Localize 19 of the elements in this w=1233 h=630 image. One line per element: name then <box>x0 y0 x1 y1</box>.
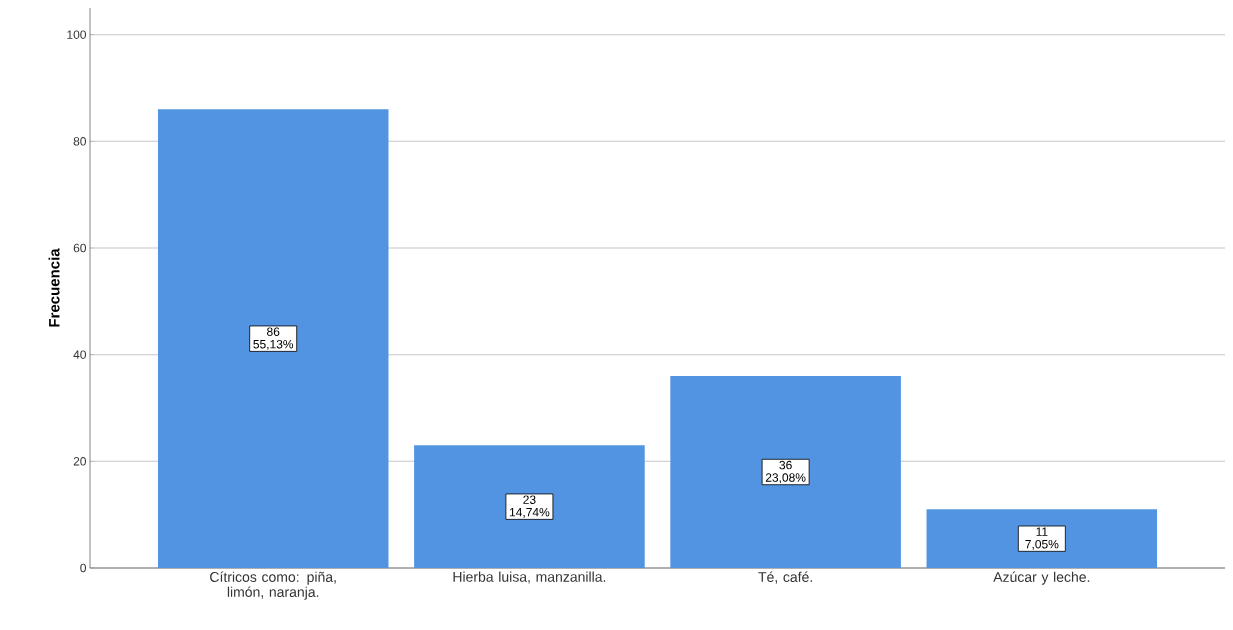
y-tick-label: 100 <box>67 30 87 39</box>
data-label: 11 7,05% <box>1025 527 1059 550</box>
y-tick-label: 80 <box>73 137 87 146</box>
bar <box>670 376 901 568</box>
y-tick-label: 20 <box>73 457 87 466</box>
y-tick-label: 0 <box>80 563 87 573</box>
bar <box>157 109 389 568</box>
bar <box>926 509 1158 568</box>
x-tick-label: Cítricos como: piña, limón, naranja. <box>210 571 336 600</box>
data-label: 86 55,13% <box>253 327 294 350</box>
data-label: 23 14,74% <box>509 495 550 518</box>
y-axis-title: Frecuencia <box>48 248 60 327</box>
y-tick-label: 60 <box>73 243 87 253</box>
y-tick-label: 40 <box>73 350 87 359</box>
x-tick-label: Hierba luisa, manzanilla. <box>453 571 606 584</box>
x-tick-label: Azúcar y leche. <box>993 571 1090 585</box>
bar <box>414 445 645 568</box>
data-label: 36 23,08% <box>765 460 806 484</box>
x-tick-label: Té, café. <box>758 571 812 584</box>
